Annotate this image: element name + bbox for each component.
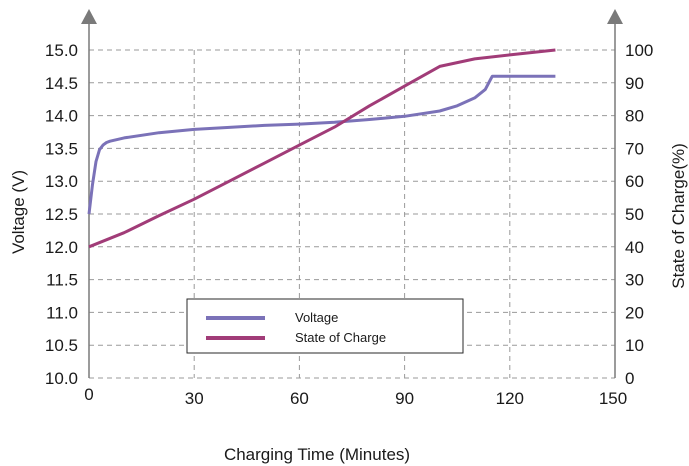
legend-box [186,298,464,354]
legend-label-voltage: Voltage [295,310,338,325]
y-right-tick-label: 30 [625,271,644,290]
y-left-tick-label: 10.0 [45,369,78,388]
y-left-tick-label: 14.5 [45,74,78,93]
y-right-tick-label: 70 [625,139,644,158]
y-left-axis-title: Voltage (V) [9,170,28,254]
legend: Voltage State of Charge [186,298,464,354]
y-left-tick-label: 15.0 [45,41,78,60]
y-right-tick-label: 90 [625,74,644,93]
right-axis-arrow [607,9,623,24]
y-left-tick-label: 11.5 [46,271,78,290]
y-right-tick-label: 20 [625,303,644,322]
ticks-layer: 10.0 10.5 11.0 11.5 12.0 12.5 13.0 13.5 14.0 14.5… [45,41,653,408]
y-right-tick-label: 10 [625,336,644,355]
y-left-tick-label: 12.0 [45,238,78,257]
y-right-tick-label: 50 [625,205,644,224]
y-right-axis-title: State of Charge(%) [669,143,688,289]
x-tick-label: 60 [290,389,309,408]
x-axis-title: Charging Time (Minutes) [224,445,410,464]
y-right-tick-label: 0 [625,369,634,388]
y-right-tick-label: 80 [625,107,644,126]
series-line-voltage [87,74,556,215]
left-axis-arrow [81,9,97,24]
y-left-tick-label: 10.5 [45,336,78,355]
y-left-tick-label: 11.0 [46,303,78,322]
y-left-tick-label: 12.5 [45,205,78,224]
series-line-soc [88,48,556,249]
y-right-tick-label: 60 [625,172,644,191]
y-left-tick-label: 13.5 [45,139,78,158]
y-left-tick-label: 14.0 [45,107,78,126]
x-tick-label: 120 [496,389,524,408]
x-tick-label: 90 [395,389,414,408]
x-tick-label: 150 [599,389,627,408]
y-right-tick-label: 100 [625,41,653,60]
legend-label-soc: State of Charge [295,330,386,345]
y-left-tick-label: 13.0 [45,172,78,191]
series-layer [87,48,556,249]
y-right-tick-label: 40 [625,238,644,257]
x-tick-label: 30 [185,389,204,408]
x-tick-label: 0 [84,385,93,404]
